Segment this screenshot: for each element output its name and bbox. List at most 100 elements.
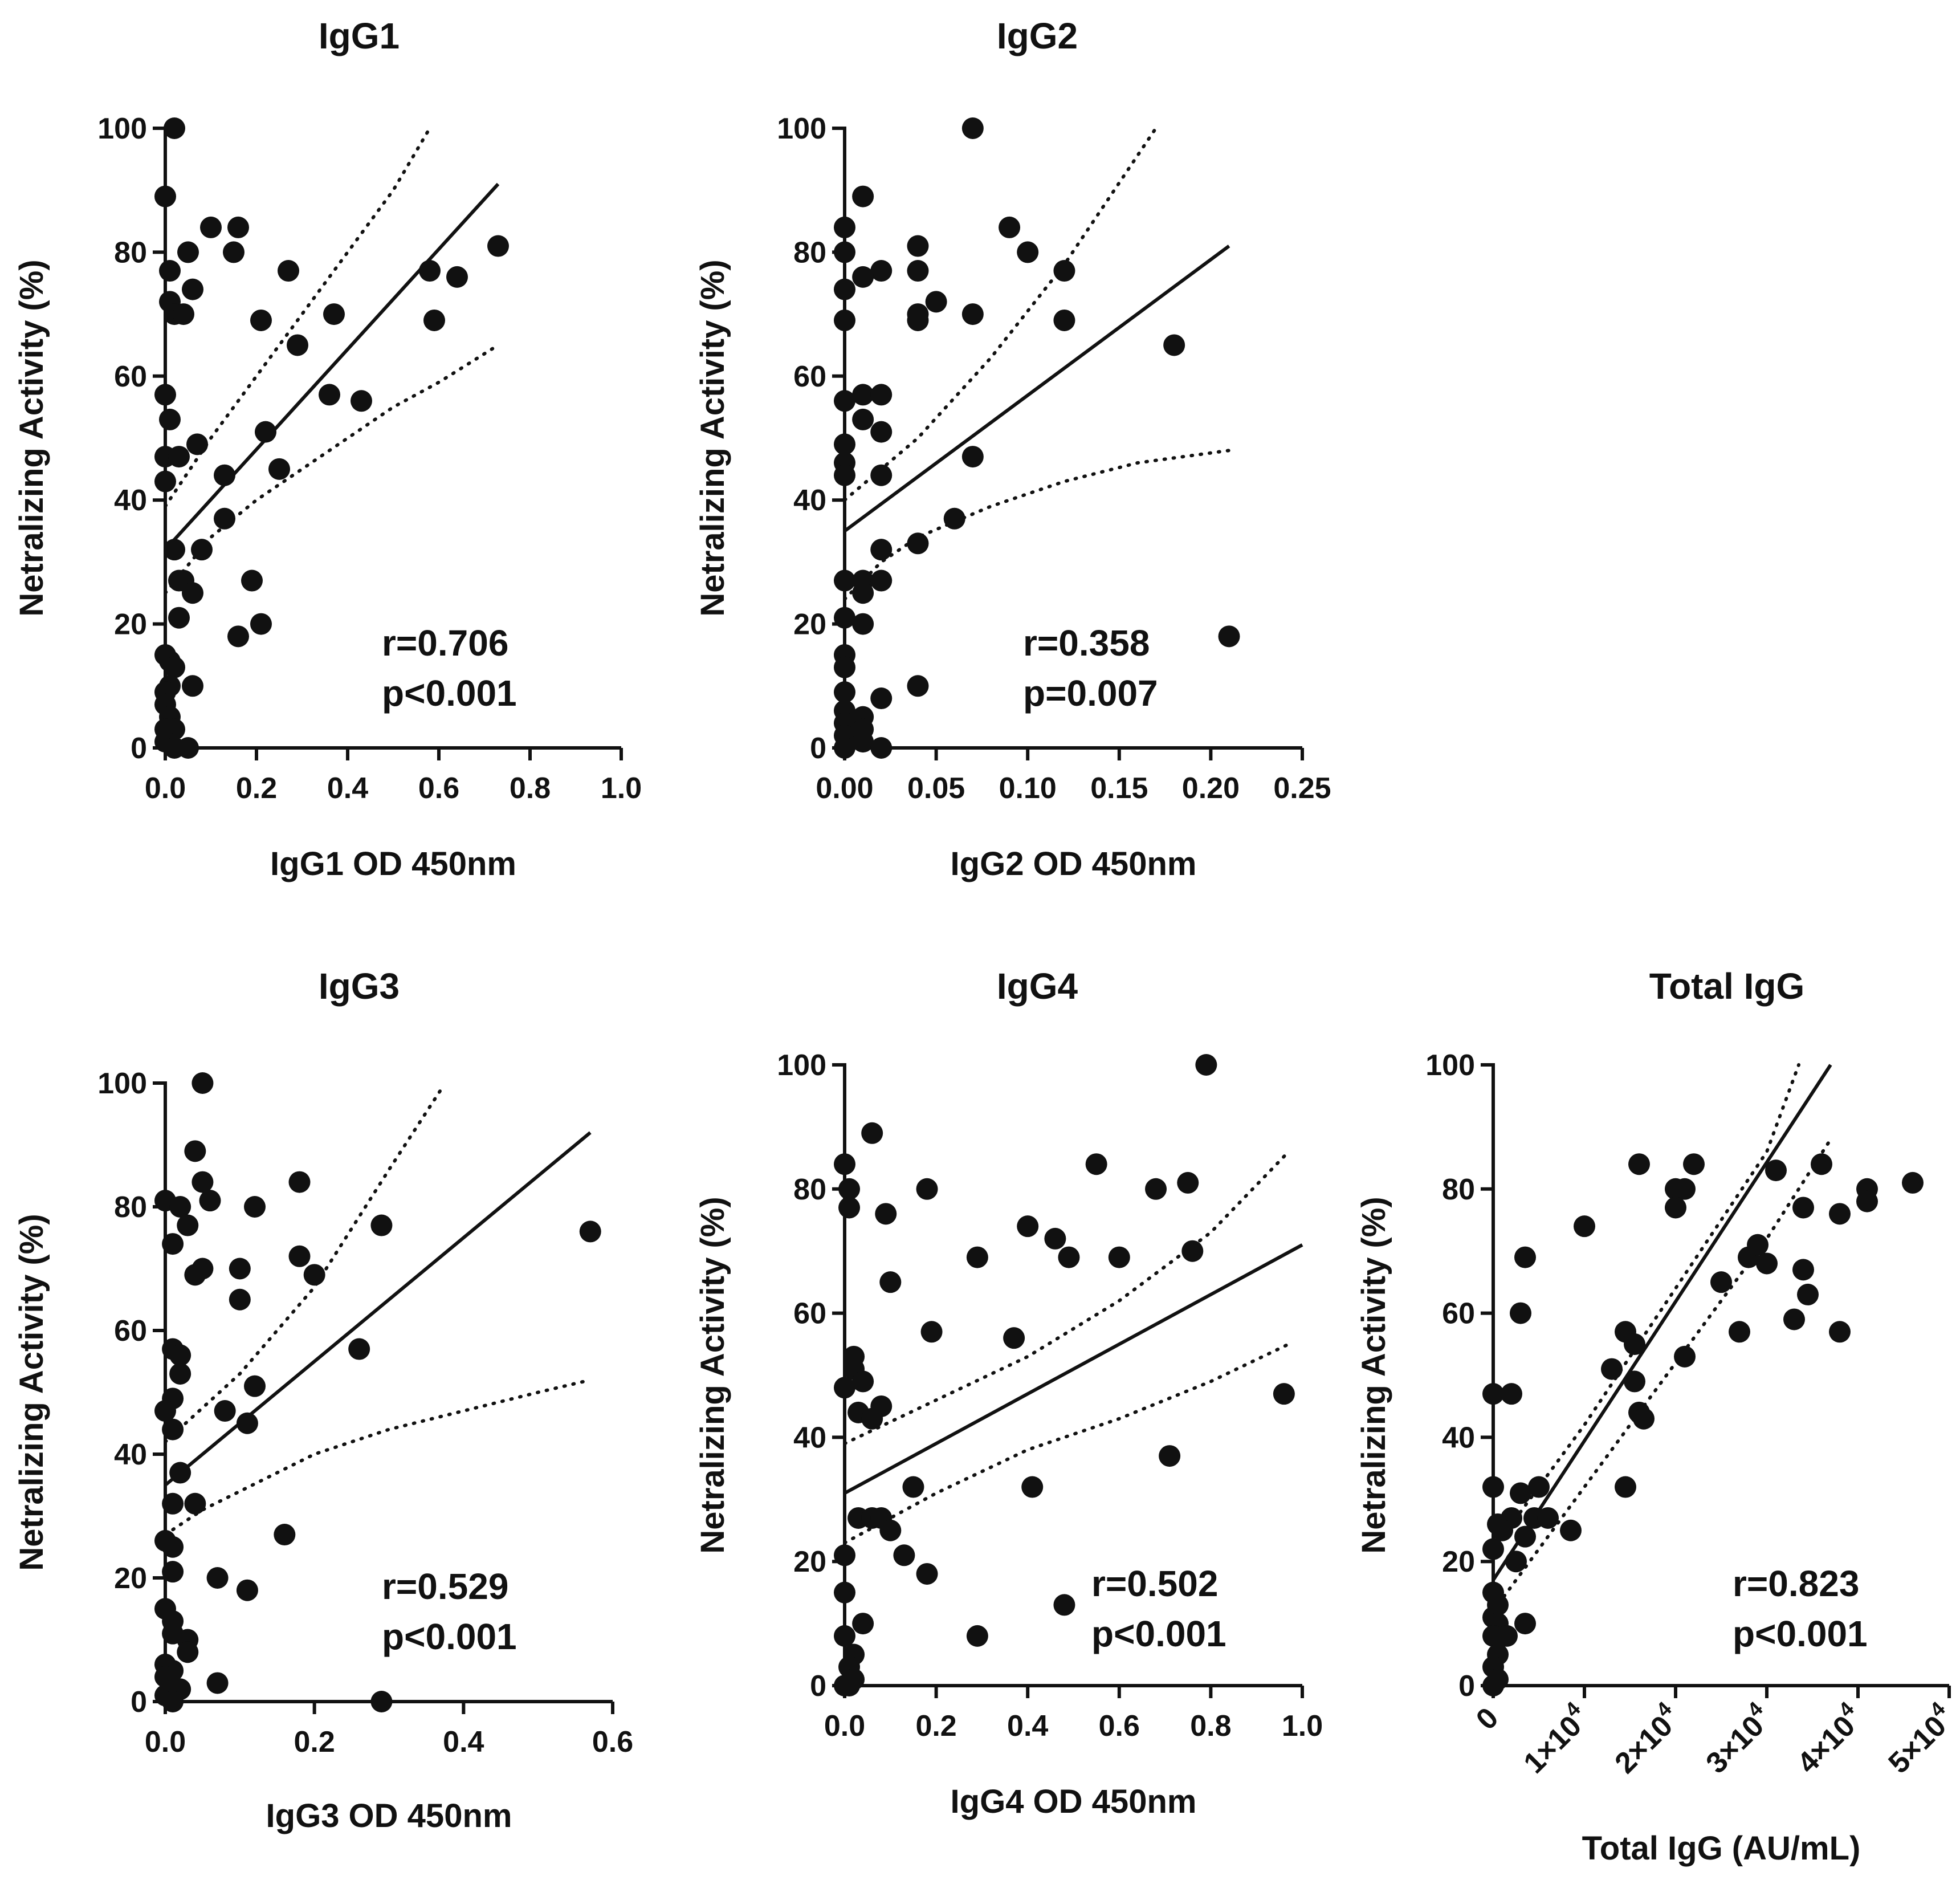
data-point	[1145, 1178, 1167, 1200]
data-point	[916, 1563, 938, 1585]
data-point	[879, 1519, 902, 1541]
data-point	[834, 1544, 855, 1566]
data-point	[168, 607, 190, 629]
p-value: p<0.001	[1733, 1613, 1868, 1654]
data-point	[241, 569, 263, 592]
y-tick-label: 0	[810, 1670, 826, 1703]
data-point	[214, 464, 235, 486]
y-tick-label: 40	[1442, 1421, 1475, 1454]
data-point	[834, 309, 855, 331]
x-tick-label: 3×104	[1696, 1697, 1779, 1780]
data-point	[852, 1613, 874, 1635]
data-point	[1537, 1507, 1559, 1529]
x-tick-label: 0.00	[816, 772, 873, 805]
data-point	[1624, 1333, 1645, 1356]
y-tick-label: 40	[793, 484, 826, 517]
data-point	[834, 1153, 855, 1175]
data-point	[870, 421, 893, 443]
data-point	[879, 1271, 902, 1293]
data-point	[861, 1122, 883, 1144]
data-point	[250, 613, 272, 635]
panel-title: IgG1	[319, 15, 400, 56]
data-point	[191, 539, 213, 561]
x-tick-label: 0.4	[327, 772, 368, 805]
data-point	[168, 446, 190, 468]
y-tick-label: 0	[1458, 1670, 1475, 1703]
data-point	[1765, 1159, 1787, 1182]
data-point	[870, 384, 893, 406]
data-point	[278, 260, 299, 282]
data-point	[916, 1178, 938, 1200]
data-point	[966, 1246, 988, 1268]
data-point	[164, 656, 185, 678]
data-point	[893, 1544, 915, 1566]
data-point	[1195, 1054, 1217, 1076]
data-point	[1633, 1407, 1655, 1430]
y-axis-label: Netralizing Activity (%)	[13, 259, 50, 616]
data-point	[834, 1581, 855, 1604]
data-point	[1181, 1240, 1204, 1262]
data-point	[423, 309, 445, 331]
panel-igg4: IgG4 0 20 40 60 80 100 0.0 0.2 0.4 0.6 0.8 1.0 IgG4 O…	[694, 966, 1323, 1820]
data-point	[1163, 334, 1185, 356]
data-point	[351, 390, 372, 412]
data-point	[961, 117, 984, 139]
data-point	[579, 1220, 601, 1243]
data-point	[182, 278, 203, 300]
data-point	[288, 1245, 311, 1267]
data-point	[902, 1476, 924, 1498]
data-point	[1108, 1246, 1130, 1268]
x-axis-label: Total IgG (AU/mL)	[1582, 1830, 1861, 1867]
data-point	[214, 507, 235, 530]
data-point	[173, 303, 194, 325]
y-tick-label: 20	[1442, 1545, 1475, 1578]
data-point	[164, 117, 185, 139]
data-point	[1514, 1613, 1536, 1635]
y-tick-label: 20	[114, 1562, 147, 1595]
data-point	[1058, 1246, 1080, 1268]
x-tick-label: 1.0	[601, 772, 642, 805]
data-point	[191, 1171, 214, 1193]
regression-line	[164, 1131, 592, 1487]
data-point	[1674, 1178, 1696, 1200]
data-point	[323, 303, 345, 325]
data-point	[838, 1197, 861, 1219]
ci-upper-line	[1492, 1063, 1800, 1551]
data-point	[159, 260, 181, 282]
y-tick-label: 80	[114, 236, 147, 269]
data-point	[1021, 1476, 1044, 1498]
data-point	[169, 1196, 191, 1218]
x-tick-label: 0.0	[145, 772, 186, 805]
y-tick-label: 40	[114, 1438, 147, 1471]
ci-lower-line	[843, 1342, 1290, 1545]
x-tick-label: 5×104	[1878, 1697, 1960, 1780]
data-point	[961, 446, 984, 468]
data-point	[227, 216, 249, 238]
y-tick-label: 100	[777, 1049, 826, 1082]
p-value: p<0.001	[382, 673, 517, 714]
x-axis-label: IgG2 OD 450nm	[951, 845, 1197, 882]
data-point	[244, 1196, 266, 1218]
ci-lower-line	[1492, 1137, 1832, 1613]
data-point	[852, 384, 874, 406]
y-tick-label: 100	[97, 112, 147, 145]
data-point	[1482, 1538, 1504, 1560]
data-point	[961, 303, 984, 325]
x-tick-label: 4×104	[1787, 1697, 1870, 1780]
data-point	[834, 390, 855, 412]
y-tick-label: 100	[97, 1067, 147, 1100]
data-point	[1601, 1358, 1623, 1380]
ci-upper-line	[164, 127, 431, 508]
data-point	[966, 1625, 988, 1647]
data-point	[852, 582, 874, 604]
data-point	[288, 1171, 311, 1193]
r-value: r=0.529	[382, 1566, 508, 1607]
data-point	[1856, 1190, 1878, 1212]
data-point	[1053, 1594, 1075, 1616]
r-value: r=0.823	[1733, 1563, 1859, 1604]
data-point	[370, 1691, 393, 1712]
data-point	[834, 216, 855, 238]
data-point	[370, 1214, 393, 1236]
data-point	[834, 737, 855, 759]
